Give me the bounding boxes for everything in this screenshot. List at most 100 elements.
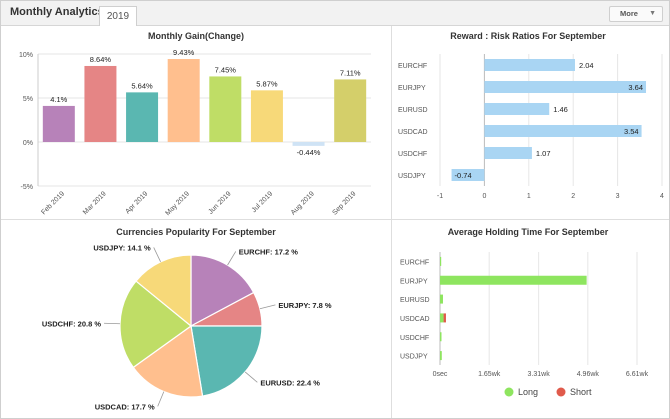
x-tick-label: May 2019 — [164, 190, 191, 217]
pie-leader-line — [153, 247, 161, 263]
category-label: EURCHF — [398, 63, 427, 70]
data-label: -0.74 — [455, 171, 472, 180]
pie-label: USDCAD: 17.7 % — [95, 402, 155, 411]
chart-title: Currencies Popularity For September — [116, 227, 276, 237]
bar-eurusd — [484, 103, 550, 115]
long-bar-usdchf — [440, 332, 442, 342]
bar-jul-2019 — [250, 90, 283, 142]
category-label: USDCAD — [398, 129, 428, 136]
x-tick-label: Aug 2019 — [290, 190, 316, 216]
chart-title: Average Holding Time For September — [448, 227, 609, 237]
y-tick-label: 5% — [23, 96, 33, 103]
currencies-pie-chart: Currencies Popularity For September EURCH… — [42, 227, 332, 411]
category-label: USDCAD — [400, 316, 430, 323]
x-tick-label: 0sec — [433, 371, 448, 378]
x-tick-label: 1 — [527, 193, 531, 200]
long-bar-eurjpy — [440, 275, 587, 285]
x-tick-label: 6.61wk — [626, 371, 649, 378]
x-tick-label: 2 — [571, 193, 575, 200]
data-label: 5.87% — [256, 79, 278, 88]
x-tick-label: -1 — [437, 193, 443, 200]
more-label: More — [620, 9, 638, 18]
bar-eurchf — [484, 59, 575, 71]
long-bar-eurchf — [440, 256, 442, 266]
chart-title: Reward : Risk Ratios For September — [450, 31, 606, 41]
data-label: 7.45% — [215, 65, 237, 74]
x-tick-label: Mar 2019 — [82, 190, 108, 216]
vertical-divider — [391, 26, 392, 418]
pie-label: EURCHF: 17.2 % — [239, 247, 299, 256]
category-label: USDJPY — [400, 354, 428, 361]
x-tick-label: Jun 2019 — [207, 190, 232, 215]
long-bar-eurusd — [440, 294, 443, 304]
y-tick-label: 10% — [19, 52, 33, 59]
chevron-down-icon: ▼ — [649, 10, 656, 17]
more-button[interactable]: More ▼ — [609, 6, 663, 22]
pie-label: USDJPY: 14.1 % — [93, 243, 151, 252]
category-label: EURJPY — [398, 85, 426, 92]
legend-short-label: Short — [570, 387, 592, 397]
widget-header: Monthly Analytics 2019 More ▼ — [1, 1, 669, 26]
category-label: USDCHF — [400, 335, 429, 342]
data-label: 8.64% — [90, 55, 112, 64]
bar-apr-2019 — [126, 92, 159, 142]
bar-jun-2019 — [209, 76, 242, 142]
pie-slice-usdchf — [119, 280, 192, 369]
short-bar-usdcad — [443, 313, 446, 323]
x-tick-label: 3 — [616, 193, 620, 200]
pie-leader-line — [157, 391, 165, 407]
pie-leader-line — [104, 322, 121, 325]
x-tick-label: Apr 2019 — [124, 190, 149, 215]
category-label: EURCHF — [400, 259, 429, 266]
y-tick-label: 0% — [23, 140, 33, 147]
pie-leader-line — [259, 304, 276, 310]
data-label: 1.07 — [536, 149, 551, 158]
bar-usdjpy — [451, 169, 485, 181]
x-tick-label: 3.31wk — [528, 371, 551, 378]
pie-leader-line — [227, 251, 237, 266]
bar-mar-2019 — [84, 65, 117, 142]
data-label: 2.04 — [579, 61, 594, 70]
bar-may-2019 — [167, 59, 200, 142]
bar-usdcad — [484, 125, 642, 137]
tab-2019[interactable]: 2019 — [99, 6, 137, 26]
reward-risk-chart: Reward : Risk Ratios For September -1 0 1 2 3… — [398, 31, 664, 200]
x-tick-label: Feb 2019 — [40, 190, 66, 216]
data-label: 3.54 — [624, 127, 639, 136]
pie-leader-line — [244, 371, 258, 383]
pie-slice-eurusd — [190, 325, 263, 397]
pie-slice-eurchf — [190, 254, 255, 328]
category-label: EURUSD — [400, 297, 430, 304]
data-label: 7.11% — [340, 68, 361, 77]
bar-aug-2019 — [292, 142, 325, 146]
category-label: USDJPY — [398, 173, 426, 180]
data-label: 5.64% — [131, 81, 153, 90]
data-label: 4.1% — [50, 95, 67, 104]
pie-label: EURJPY: 7.8 % — [278, 301, 332, 310]
category-label: EURUSD — [398, 107, 428, 114]
chart-title: Monthly Gain(Change) — [148, 31, 244, 41]
category-label: EURJPY — [400, 278, 428, 285]
category-label: USDCHF — [398, 151, 427, 158]
bar-sep-2019 — [334, 79, 367, 142]
pie-label: EURUSD: 22.4 % — [260, 378, 320, 387]
bar-usdchf — [484, 147, 532, 159]
x-tick-label: Jul 2019 — [251, 190, 275, 214]
data-label: 9.43% — [173, 48, 195, 57]
x-tick-label: 0 — [482, 193, 486, 200]
legend-long-marker — [504, 387, 514, 397]
x-tick-label: 4.96wk — [577, 371, 600, 378]
bar-feb-2019 — [42, 105, 75, 142]
long-bar-usdcad — [440, 313, 444, 323]
x-tick-label: Sep 2019 — [331, 190, 357, 216]
monthly-gain-chart: Monthly Gain(Change) -5% 0% 5% 10% 4.1% Feb 20… — [19, 31, 371, 217]
data-label: 3.64 — [628, 83, 643, 92]
widget-title: Monthly Analytics — [10, 6, 104, 18]
legend-long-label: Long — [518, 387, 538, 397]
pie-slice-usdjpy — [135, 254, 192, 328]
x-tick-label: 1.65wk — [478, 371, 501, 378]
pie-label: USDCHF: 20.8 % — [42, 319, 102, 328]
holding-time-chart: Average Holding Time For September 0sec 1.… — [400, 227, 649, 397]
bar-eurjpy — [484, 81, 647, 93]
